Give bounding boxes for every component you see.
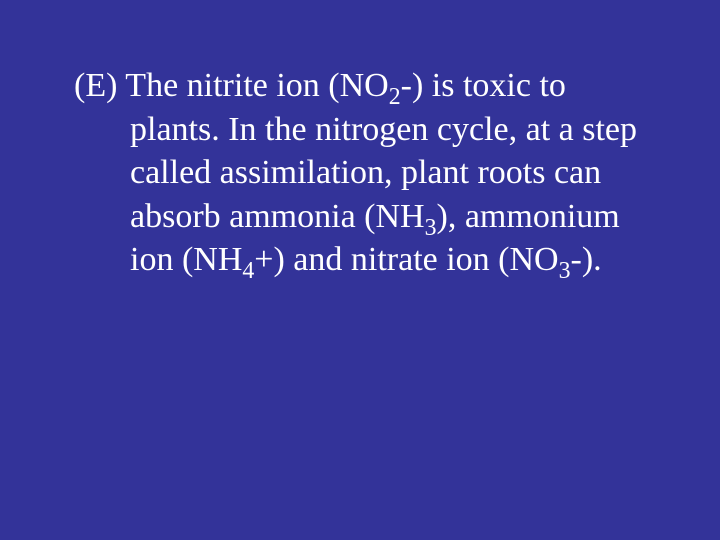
slide-container: (E) The nitrite ion (NO2-) is toxic to p… — [0, 0, 720, 540]
subscript: 3 — [425, 214, 437, 240]
answer-explanation-text: (E) The nitrite ion (NO2-) is toxic to p… — [74, 64, 646, 282]
text-fragment: -). — [571, 241, 602, 278]
subscript: 2 — [389, 84, 401, 110]
text-fragment: +) and nitrate ion (NO — [254, 241, 558, 278]
subscript: 4 — [242, 258, 254, 284]
subscript: 3 — [559, 258, 571, 284]
text-fragment: (E) The nitrite ion (NO — [74, 67, 389, 104]
